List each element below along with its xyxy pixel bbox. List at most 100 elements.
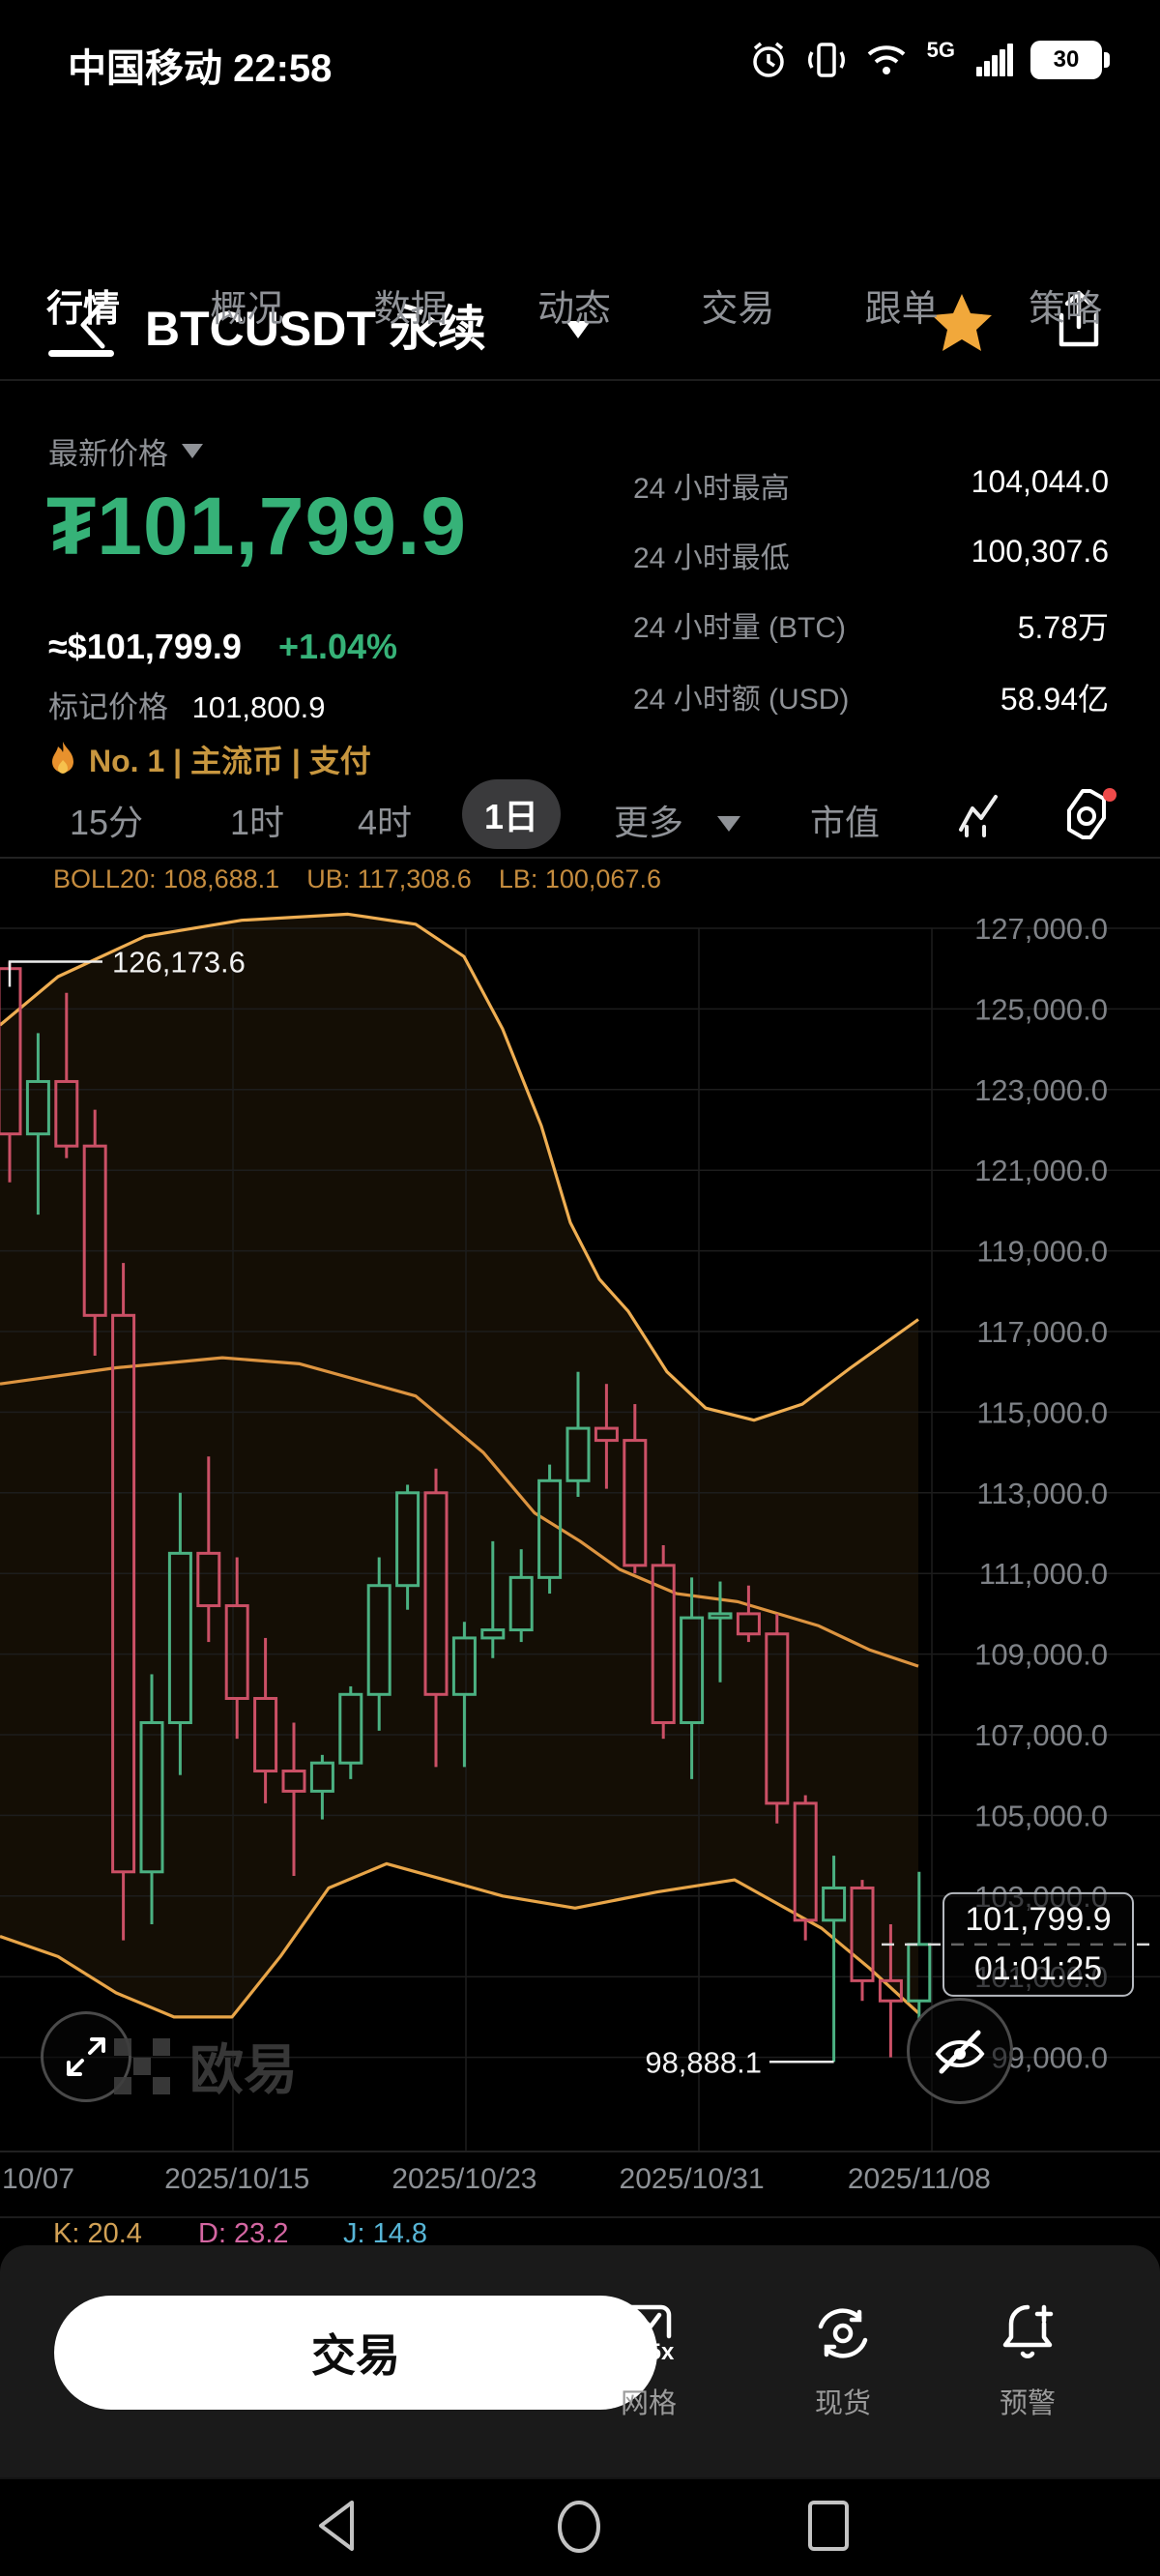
stat-label: 24 小时最高 <box>633 473 790 505</box>
candle-body <box>708 1612 733 1620</box>
ranking-tags[interactable]: No. 1 | 主流币 | 支付 <box>48 737 371 781</box>
last-price-value: ₮101,799.9 <box>46 481 468 571</box>
chart-style-icon[interactable] <box>955 791 1005 841</box>
y-axis-label: 107,000.0 <box>974 1718 1108 1752</box>
x-axis-label: 2025/10/23 <box>392 2163 536 2195</box>
kdj-value: J: 14.8 <box>343 2218 427 2243</box>
y-axis-label: 109,000.0 <box>974 1638 1108 1672</box>
stat-label: 24 小时额 (USD) <box>633 684 850 716</box>
spot-button[interactable]: 现货 <box>770 2299 915 2421</box>
status-icons: 5G 30 <box>747 38 1110 81</box>
chart-canvas[interactable]: 127,000.0 125,000.0 123,000.0 121,000.0 119,… <box>0 894 1160 2243</box>
chevron-down-icon <box>182 444 203 458</box>
stat-value: 104,044.0 <box>971 464 1109 499</box>
stat-value: 5.78万 <box>1017 610 1109 645</box>
change-percent: +1.04% <box>277 627 398 666</box>
boll-indicator-row[interactable]: BOLL20: 108,688.1 UB: 117,308.6 LB: 100,… <box>53 864 661 894</box>
candle-body <box>111 1313 136 1874</box>
y-axis-label: 111,000.0 <box>979 1557 1108 1591</box>
usd-price-row: ≈$101,799.9 +1.04% <box>48 627 397 667</box>
tab-data[interactable]: 数据 <box>373 289 448 330</box>
battery-icon: 30 <box>1030 41 1110 79</box>
stat-value: 58.94亿 <box>1000 682 1109 717</box>
nav-back-icon[interactable] <box>315 2499 358 2553</box>
candle-body <box>54 1079 79 1148</box>
tab-strategy[interactable]: 策略 <box>1028 289 1102 330</box>
timeframe-4h[interactable]: 4时 <box>358 803 413 842</box>
candle-body <box>850 1886 875 1982</box>
timeframe-1d-active[interactable]: 1日 <box>462 779 561 849</box>
market-cap-button[interactable]: 市值 <box>810 803 881 842</box>
wifi-icon <box>863 39 910 81</box>
mark-price-label: 标记价格 <box>48 690 168 724</box>
candle-body <box>281 1770 306 1793</box>
y-axis-label: 115,000.0 <box>976 1395 1108 1429</box>
boll-lb-value: LB: 100,067.6 <box>498 864 661 893</box>
candle-body <box>680 1616 705 1724</box>
nav-home-icon[interactable] <box>555 2499 603 2555</box>
candle-body <box>822 1886 847 1922</box>
candle-body <box>253 1696 278 1773</box>
bollinger-line <box>0 912 919 1422</box>
trade-button-label: 交易 <box>311 2330 400 2381</box>
symbol-dropdown-icon[interactable] <box>566 321 591 338</box>
candle-body <box>25 1079 50 1136</box>
tab-quotes[interactable]: 行情 <box>46 278 120 357</box>
alert-label: 预警 <box>999 2388 1056 2419</box>
bollinger-line <box>0 1861 920 2019</box>
last-price-label: 最新价格 <box>48 437 168 471</box>
symbol-title[interactable]: BTCUSDT 永续 <box>145 302 486 356</box>
kdj-value: K: 20.4 <box>53 2218 142 2243</box>
alert-button[interactable]: 预警 <box>955 2299 1100 2421</box>
candle-body <box>566 1426 591 1482</box>
candlestick-chart[interactable]: 127,000.0 125,000.0 123,000.0 121,000.0 119,… <box>0 894 1160 2243</box>
bollinger-fill <box>0 914 918 2017</box>
grid-bot-button[interactable]: 5x 网格 <box>576 2299 721 2421</box>
back-icon[interactable] <box>75 298 110 352</box>
hide-chart-eye-button[interactable] <box>907 1998 1013 2104</box>
grid-badge: 5x <box>649 2339 675 2365</box>
tab-overview[interactable]: 概况 <box>210 289 284 330</box>
signal-icon <box>976 44 1013 76</box>
candle-body <box>537 1478 563 1579</box>
candle-body <box>196 1551 221 1608</box>
x-axis-label: 2025/10/15 <box>164 2163 309 2195</box>
candle-body <box>366 1584 392 1696</box>
candle-body <box>765 1632 790 1805</box>
candle-body <box>878 1978 903 2003</box>
timeframe-1h[interactable]: 1时 <box>230 803 285 842</box>
candle-body <box>508 1575 534 1632</box>
boll-value: BOLL20: 108,688.1 <box>53 864 280 893</box>
favorite-star-icon[interactable] <box>930 290 994 354</box>
nav-recents-icon[interactable] <box>806 2499 851 2553</box>
share-icon[interactable] <box>1050 288 1108 352</box>
trade-button[interactable]: 交易 <box>54 2296 657 2410</box>
low-marker-label: 98,888.1 <box>645 2045 762 2079</box>
timeframe-15m[interactable]: 15分 <box>70 803 144 842</box>
android-navbar <box>0 2477 1160 2576</box>
y-axis-label: 123,000.0 <box>974 1073 1108 1107</box>
stat-label: 24 小时最低 <box>633 542 790 574</box>
network-type-label: 5G <box>926 38 955 62</box>
stat-row: 24 小时量 (BTC) 5.78万 <box>633 603 1109 648</box>
vibrate-icon <box>807 39 846 81</box>
chart-settings-icon[interactable] <box>1056 787 1117 845</box>
candle-countdown: 01:01:25 <box>974 1950 1102 1987</box>
candle-body <box>395 1491 420 1588</box>
tab-copy[interactable]: 跟单 <box>864 289 939 330</box>
status-bar: 中国移动 22:58 5G 30 <box>0 0 1160 97</box>
stats-panel: 24 小时最高 104,044.0 24 小时最低 100,307.6 24 小时量… <box>633 464 1109 746</box>
tab-feed[interactable]: 动态 <box>536 289 611 330</box>
candle-body <box>451 1636 477 1696</box>
high-marker-label: 126,173.6 <box>112 945 246 979</box>
last-price-selector[interactable]: 最新价格 <box>48 429 203 473</box>
candle-body <box>480 1628 506 1640</box>
grid-bot-icon: 5x <box>625 2304 675 2365</box>
timeframe-more[interactable]: 更多 <box>614 803 684 842</box>
kdj-value: D: 23.2 <box>198 2218 289 2243</box>
candle-body <box>167 1551 192 1724</box>
tab-trade[interactable]: 交易 <box>701 289 775 330</box>
y-axis-label: 105,000.0 <box>974 1799 1108 1832</box>
divider <box>0 857 1160 859</box>
candle-body <box>309 1761 334 1793</box>
